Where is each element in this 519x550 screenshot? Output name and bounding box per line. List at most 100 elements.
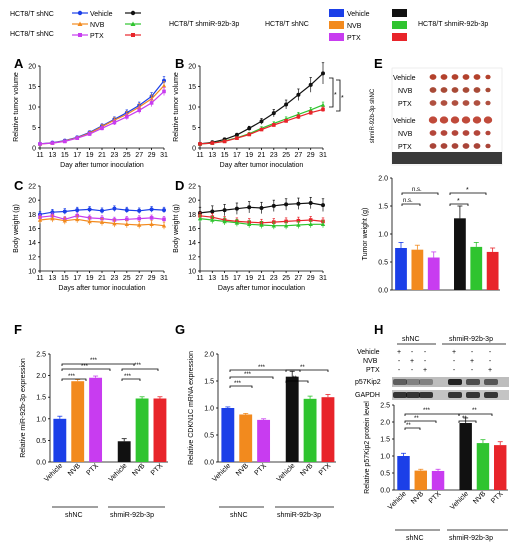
data-point-c-orange — [124, 222, 129, 227]
sig-h-text-3: ** — [406, 423, 411, 429]
sig-bracket-b2 — [336, 79, 341, 112]
blot-sign: - — [411, 367, 414, 374]
y-tick-label-c: 22 — [28, 184, 36, 191]
x-tick-label-a: 19 — [86, 152, 94, 159]
x-tick-label-g: NVB — [235, 462, 250, 477]
sig-g-5 — [285, 380, 309, 383]
tumor-sample — [462, 100, 470, 106]
blot-band-p57 — [419, 379, 433, 385]
y-tick-label-f: 2.5 — [36, 352, 46, 359]
bar-f-5 — [135, 398, 149, 462]
data-point-a-magenta — [87, 132, 92, 136]
x-tick-label-h: Vehicle — [449, 490, 470, 511]
x-tick-label-c: 31 — [160, 275, 168, 282]
blot-sign: + — [470, 358, 474, 365]
tumor-sample — [485, 87, 491, 93]
x-tick-label-h: PTX — [490, 490, 505, 505]
blot-band-p57 — [466, 379, 480, 385]
blot-band-p57 — [393, 379, 407, 385]
data-point-d-black — [296, 201, 301, 206]
legend-left-group1: HCT8/T shNC — [10, 11, 54, 18]
blot-label-gapdh: GAPDH — [355, 392, 380, 399]
sig-g-text-1: *** — [244, 372, 252, 378]
data-point-c-magenta — [137, 216, 141, 221]
blot-band-p57 — [484, 379, 498, 385]
x-tick-label-c: 27 — [135, 275, 143, 282]
y-tick-label-c: 12 — [28, 254, 36, 261]
data-point-b-red — [272, 123, 276, 127]
data-point-a-magenta — [125, 115, 129, 119]
data-point-c-magenta — [162, 217, 166, 222]
bar-h-2 — [414, 470, 427, 490]
blot-band-gapdh — [406, 392, 420, 398]
x-tick-label-h: NVB — [472, 490, 487, 505]
panel-label-d: D — [175, 178, 184, 193]
data-point-d-green — [259, 222, 264, 227]
sig-bracket-b1 — [329, 77, 334, 108]
data-point-a-magenta — [50, 141, 55, 145]
y-tick-label-b: 10 — [188, 105, 196, 112]
tumor-photo: shmiR-92b-3p shNC Vehicle NVB PTX Vehicl… — [370, 67, 503, 166]
x-tick-label-d: 13 — [208, 275, 216, 282]
y-tick-label-d: 18 — [188, 212, 196, 219]
tumor-sample — [450, 116, 460, 124]
panel-label-b: B — [175, 56, 184, 71]
data-point-b-red — [235, 136, 239, 140]
x-tick-label-d: 11 — [196, 275, 203, 282]
x-tick-label-a: 13 — [49, 152, 57, 159]
x-tick-label-d: 25 — [282, 275, 290, 282]
photo-row-label-3: PTX — [398, 101, 412, 108]
data-point-d-black — [271, 203, 276, 208]
series-line-a-blue — [39, 80, 165, 145]
y-tick-label-c: 10 — [28, 269, 36, 276]
sig-f-4 — [121, 368, 159, 371]
blot-band-gapdh — [393, 392, 407, 398]
x-tick-label-c: 13 — [49, 275, 57, 282]
blot-sign: - — [398, 358, 401, 365]
sig-h-4 — [458, 413, 493, 416]
x-tick-label-a: 27 — [135, 152, 143, 159]
data-point-c-blue — [124, 208, 129, 213]
data-point-d-black — [308, 201, 313, 205]
blot-sign: - — [453, 358, 456, 365]
sig-f-text-1: *** — [81, 364, 89, 370]
data-point-b-red — [259, 127, 264, 132]
legend-swatch-vehicle-sh — [392, 9, 407, 17]
sig-f-text-5: *** — [124, 374, 132, 380]
tumor-sample — [462, 74, 470, 80]
data-point-b-red — [284, 119, 288, 123]
legend-swatch-vehicle-shnc — [329, 9, 344, 17]
data-point-d-green — [320, 222, 326, 227]
y-tick-label-g: 2.0 — [204, 352, 214, 359]
sig-h-3 — [404, 427, 421, 430]
x-tick-label-b: 17 — [233, 152, 241, 159]
bar-f-4 — [117, 441, 131, 462]
bar-e-4 — [454, 218, 466, 290]
legend-marker-nvb-sh — [130, 21, 136, 26]
blot-sign: - — [489, 349, 492, 356]
sig-h-text-1: *** — [423, 408, 431, 414]
legend-right-nvb: NVB — [347, 23, 362, 30]
x-tick-label-c: 15 — [61, 275, 69, 282]
data-point-b-black — [308, 82, 313, 87]
tumor-sample — [462, 87, 470, 93]
bar-h-3 — [431, 470, 445, 490]
legend-swatch-nvb-sh — [392, 21, 407, 29]
legend-label-vehicle: Vehicle — [90, 11, 113, 18]
blot-row-ptx: PTX — [366, 367, 380, 374]
photo-row-label-6: PTX — [398, 144, 412, 151]
data-point-c-orange — [50, 216, 55, 221]
sig-e-ns-1: n.s. — [412, 187, 422, 193]
data-point-a-magenta — [63, 139, 67, 144]
sig-g-text-2: *** — [234, 381, 242, 387]
y-tick-label-e: 1.5 — [378, 204, 388, 211]
panel-label-f: F — [14, 322, 22, 337]
data-point-c-orange — [137, 222, 142, 227]
x-tick-label-b: 13 — [208, 152, 216, 159]
tumor-sample — [483, 116, 493, 124]
sig-e-ns-2: n.s. — [403, 198, 413, 204]
sig-f-text-3: *** — [90, 358, 98, 364]
y-axis-label-b: Relative tumor volume — [173, 72, 180, 142]
x-axis-label-c: Days after tumor inoculation — [58, 285, 145, 292]
